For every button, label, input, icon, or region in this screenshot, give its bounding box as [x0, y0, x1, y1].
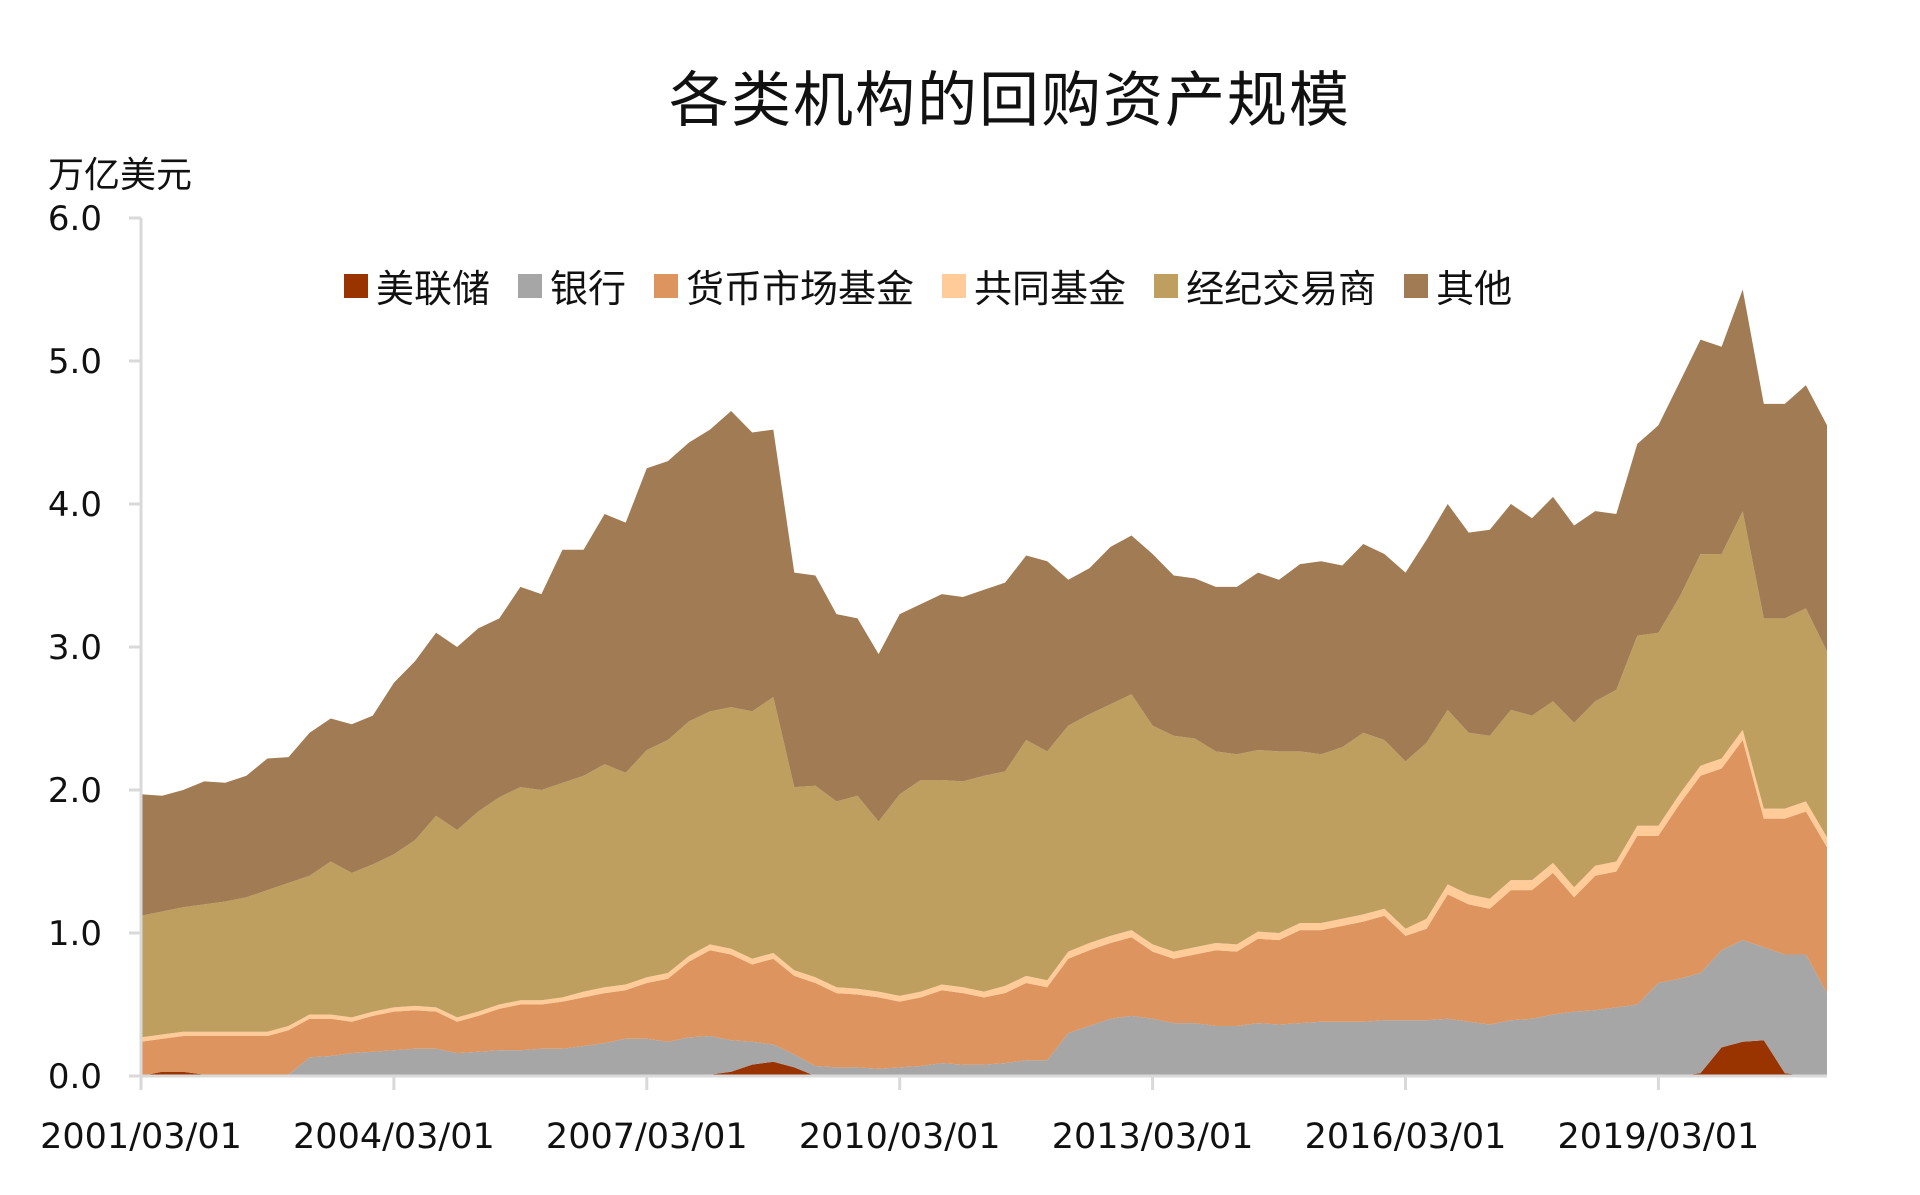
x-tick-label: 2010/03/01: [799, 1117, 1001, 1157]
axes: 0.0 1.0 2.0 3.0 4.0 5.0 6.0 2001/03/01 2004/03/0…: [40, 199, 1827, 1157]
y-tick-label: 4.0: [48, 485, 102, 525]
y-tick-label: 3.0: [48, 628, 102, 668]
legend-label: 银行: [550, 267, 627, 311]
legend-swatch-money-market-funds: [654, 273, 679, 298]
legend-label: 美联储: [376, 267, 491, 311]
legend-item-money-market-funds: 货币市场基金: [654, 258, 914, 313]
x-tick-label: 2001/03/01: [40, 1117, 242, 1157]
legend-item-others: 其他: [1404, 258, 1512, 313]
x-tick-label: 2007/03/01: [546, 1117, 748, 1157]
legend-swatch-mutual-funds: [942, 273, 967, 298]
legend-label: 共同基金: [974, 267, 1127, 311]
legend-label: 货币市场基金: [686, 267, 915, 311]
chart-title: 各类机构的回购资产规模: [669, 66, 1351, 136]
area-others: [141, 289, 1827, 916]
legend-label: 经纪交易商: [1186, 267, 1377, 311]
y-tick-label: 0.0: [48, 1057, 102, 1097]
legend-swatch-banks: [518, 273, 543, 298]
legend-item-mutual-funds: 共同基金: [942, 258, 1126, 313]
legend-swatch-fed: [344, 273, 368, 298]
legend-label: 其他: [1436, 267, 1513, 311]
area-banks: [141, 940, 1827, 1076]
y-tick-label: 2.0: [48, 771, 102, 811]
y-tick-label: 6.0: [48, 199, 102, 239]
legend-swatch-broker-dealers: [1154, 273, 1179, 298]
legend-item-fed: 美联储: [344, 258, 490, 313]
x-tick-label: 2013/03/01: [1052, 1117, 1254, 1157]
x-tick-label: 2019/03/01: [1558, 1117, 1760, 1157]
legend-swatch-others: [1404, 273, 1429, 298]
y-axis-unit-label: 万亿美元: [48, 155, 193, 196]
legend-item-broker-dealers: 经纪交易商: [1154, 258, 1376, 313]
legend-item-banks: 银行: [518, 258, 626, 313]
x-tick-label: 2016/03/01: [1305, 1117, 1507, 1157]
y-tick-label: 5.0: [48, 342, 102, 382]
area-broker-dealers: [141, 511, 1827, 1038]
x-tick-label: 2004/03/01: [293, 1117, 495, 1157]
area-money-market-funds: [141, 740, 1827, 1076]
area-layers: [141, 289, 1827, 1076]
y-tick-label: 1.0: [48, 914, 102, 954]
legend: 美联储 银行 货币市场基金 共同基金 经纪交易商 其他: [344, 258, 1540, 313]
